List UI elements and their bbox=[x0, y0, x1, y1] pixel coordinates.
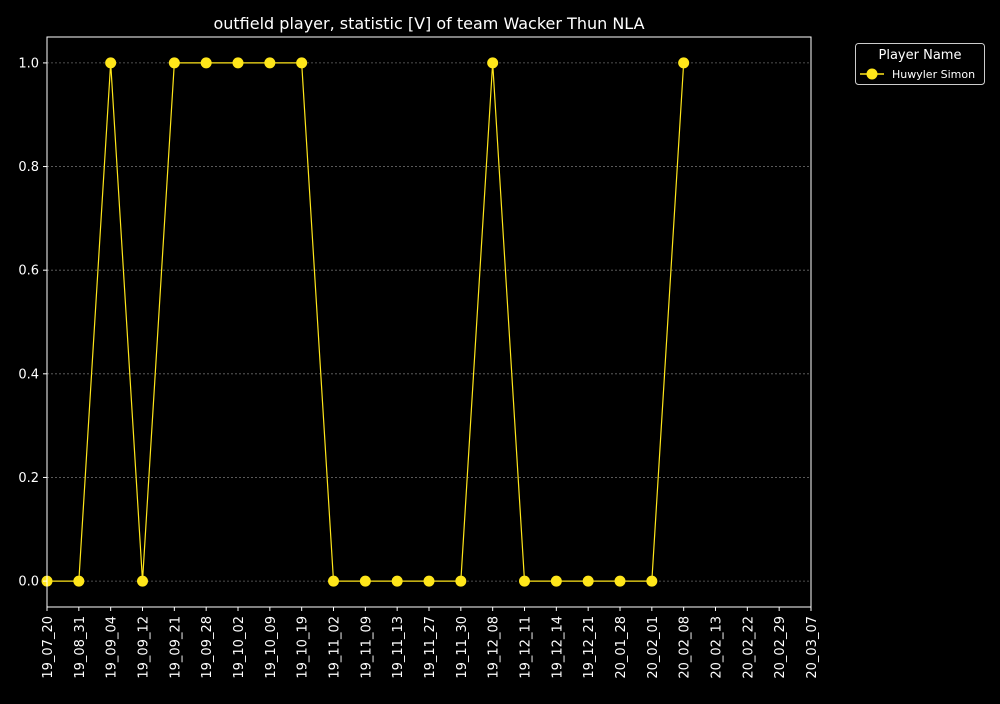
data-point bbox=[646, 575, 658, 587]
data-point bbox=[137, 575, 148, 587]
data-point bbox=[200, 57, 212, 69]
data-point bbox=[73, 575, 85, 587]
y-tick-label: 0.6 bbox=[18, 264, 39, 279]
x-axis: 19_07_20 19_08_31 19_09_04 19_09_12 19_09_21… bbox=[41, 607, 820, 679]
data-point bbox=[487, 57, 499, 69]
x-tick-label: 20_01_28 bbox=[614, 616, 629, 679]
x-tick-label: 20_02_01 bbox=[646, 616, 661, 679]
data-point bbox=[519, 575, 530, 587]
y-tick-label: 0.0 bbox=[18, 575, 39, 590]
x-tick-label: 20_03_07 bbox=[805, 616, 820, 679]
legend-box bbox=[855, 43, 985, 85]
data-point bbox=[455, 575, 467, 587]
data-point bbox=[550, 575, 562, 587]
x-tick-label: 19_12_14 bbox=[550, 616, 565, 679]
legend: Player Name Huwyler Simon bbox=[855, 43, 985, 85]
y-tick-label: 0.2 bbox=[18, 471, 39, 486]
y-tick-label: 0.4 bbox=[18, 367, 39, 382]
series-layer bbox=[41, 57, 690, 587]
data-point bbox=[105, 57, 117, 69]
data-point bbox=[582, 575, 594, 587]
x-tick-label: 19_09_12 bbox=[137, 616, 152, 679]
x-tick-label: 19_11_09 bbox=[359, 616, 374, 679]
data-point bbox=[678, 57, 690, 69]
x-tick-label: 19_09_28 bbox=[200, 616, 215, 679]
data-point bbox=[232, 57, 244, 69]
x-tick-label: 19_12_11 bbox=[519, 616, 534, 679]
y-tick-label: 1.0 bbox=[18, 56, 39, 71]
data-point bbox=[614, 575, 626, 587]
y-tick-label: 0.8 bbox=[18, 160, 39, 175]
series-line bbox=[47, 62, 685, 582]
data-point bbox=[359, 575, 371, 587]
x-tick-label: 19_11_13 bbox=[391, 616, 406, 679]
x-tick-label: 19_12_08 bbox=[487, 616, 502, 679]
data-point bbox=[168, 57, 180, 69]
x-tick-label: 19_08_31 bbox=[73, 616, 88, 679]
plot-frame bbox=[46, 36, 812, 608]
x-tick-label: 19_07_20 bbox=[41, 616, 56, 679]
x-tick-label: 19_10_02 bbox=[232, 616, 247, 679]
data-point bbox=[264, 57, 276, 69]
legend-title: Player Name bbox=[879, 48, 962, 63]
data-point bbox=[296, 57, 308, 69]
x-tick-label: 19_11_27 bbox=[423, 616, 438, 679]
x-tick-label: 20_02_22 bbox=[741, 616, 756, 679]
x-tick-label: 19_12_21 bbox=[582, 616, 597, 679]
chart-title: outfield player, statistic [V] of team W… bbox=[213, 14, 644, 33]
x-tick-label: 20_02_29 bbox=[773, 616, 788, 679]
x-tick-label: 20_02_13 bbox=[710, 616, 725, 679]
x-tick-label: 19_11_30 bbox=[455, 616, 470, 679]
data-point bbox=[328, 575, 339, 587]
legend-marker-swatch bbox=[866, 68, 878, 80]
legend-entry-label: Huwyler Simon bbox=[892, 68, 975, 81]
data-point bbox=[423, 575, 435, 587]
data-point bbox=[391, 575, 403, 587]
x-tick-label: 19_09_21 bbox=[168, 616, 183, 679]
x-tick-label: 20_02_08 bbox=[678, 616, 693, 679]
x-tick-label: 19_10_19 bbox=[296, 616, 311, 679]
x-tick-label: 19_10_09 bbox=[264, 616, 279, 679]
x-tick-label: 19_09_04 bbox=[105, 616, 120, 679]
grid-lines bbox=[47, 62, 811, 582]
y-axis: 0.0 0.2 0.4 0.6 0.8 1.0 bbox=[18, 56, 47, 590]
x-tick-label: 19_11_02 bbox=[328, 616, 343, 679]
